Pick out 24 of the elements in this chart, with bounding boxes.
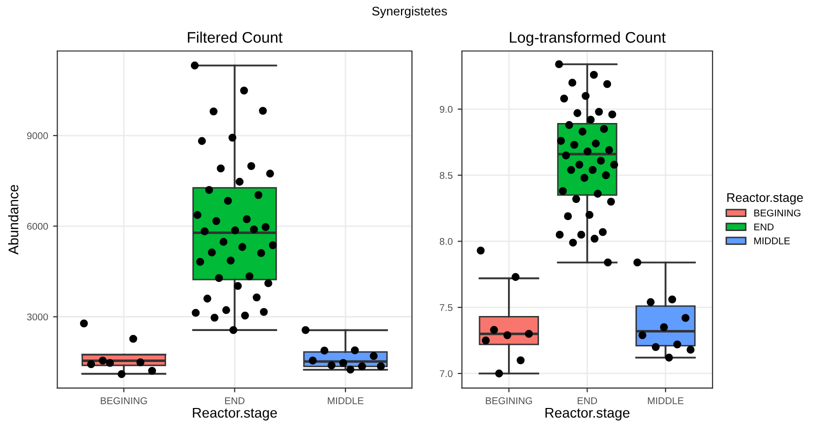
y-tick-label: 7.5 <box>440 304 452 312</box>
y-tick-label: 9.0 <box>440 106 453 113</box>
text: Synergistetes <box>372 6 447 18</box>
x-axis-title: Reactor.stage <box>192 408 277 420</box>
legend-title: Reactor.stage <box>546 408 630 420</box>
y-tick-label: 3000 <box>27 313 48 320</box>
y-axis-title: Abundance <box>8 184 18 255</box>
legend-label: END <box>754 224 774 230</box>
chart-title: Log-transformed Count <box>510 32 666 46</box>
y-tick-label: 6000 <box>27 222 48 230</box>
y-tick-label: 8.0 <box>440 238 453 245</box>
y-tick-label: 9000 <box>27 132 48 140</box>
chart-title: Filtered Count <box>188 32 283 43</box>
x-tick-label: END <box>578 397 598 404</box>
x-tick-label: END <box>225 397 244 404</box>
legend-label: MIDDLE <box>754 238 790 244</box>
legend-label: BEGINING <box>754 210 800 216</box>
y-tick-label: 8.5 <box>440 172 452 179</box>
x-tick-label: BEGINING <box>486 397 532 404</box>
x-axis-title: Reactor.stage <box>727 193 803 204</box>
x-tick-label: MIDDLE <box>328 397 364 404</box>
x-tick-label: MIDDLE <box>648 397 684 404</box>
x-tick-label: BEGINING <box>100 397 147 404</box>
y-tick-label: 7.0 <box>440 370 453 378</box>
